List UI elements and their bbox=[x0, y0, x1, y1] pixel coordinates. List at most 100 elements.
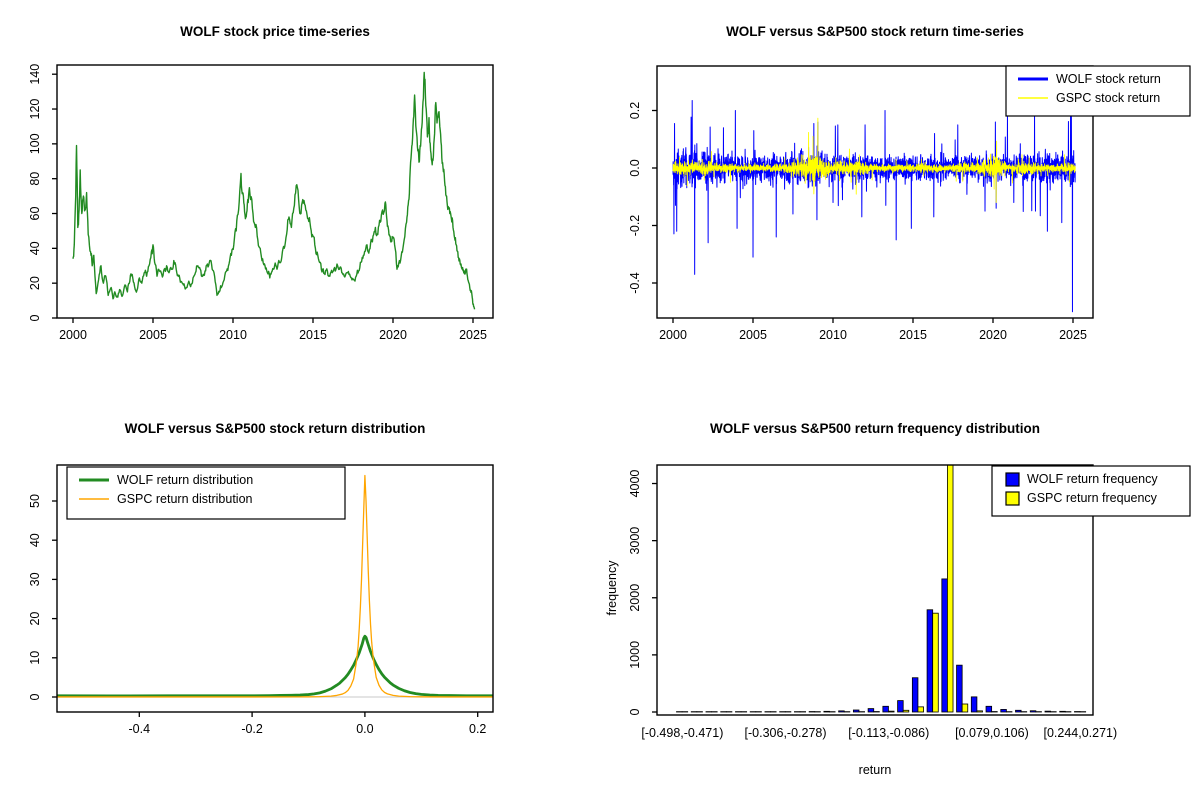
plot-box bbox=[56, 464, 494, 713]
x-tick-label: 2010 bbox=[819, 328, 847, 342]
legend-returns bbox=[1005, 65, 1191, 117]
gspc-frequency-bar bbox=[961, 703, 969, 713]
y-tick-label: 20 bbox=[28, 276, 42, 290]
bin-tick-label: [0.079,0.106) bbox=[955, 726, 1029, 740]
x-tick-label: 2015 bbox=[299, 328, 327, 342]
x-axis-label-return: return bbox=[859, 763, 892, 777]
legend-density bbox=[66, 466, 346, 520]
plot-area-density: -0.4 -0.2 0.0 0.2 0 10 20 30 40 50 WOLF return dis… bbox=[28, 464, 494, 736]
x-tick-label: 2020 bbox=[379, 328, 407, 342]
gspc-frequency-bar bbox=[947, 465, 954, 713]
plot-area-returns: 2000 2005 2010 2015 2020 2025 0.2 0.0 -0.2 -0.4 WO… bbox=[628, 65, 1191, 342]
x-tick-label: 2025 bbox=[459, 328, 487, 342]
y-tick-label: 20 bbox=[28, 612, 42, 626]
y-tick-label: 40 bbox=[28, 241, 42, 255]
wolf-density-curve bbox=[57, 634, 493, 698]
plot-box bbox=[56, 64, 494, 319]
x-tick-label: 0.2 bbox=[469, 722, 486, 736]
wolf-frequency-bar bbox=[852, 709, 860, 713]
wolf-frequency-bar bbox=[1000, 709, 1007, 713]
y-tick-label: 80 bbox=[28, 172, 42, 186]
x-tick-label: 2025 bbox=[1059, 328, 1087, 342]
wolf-frequency-bar bbox=[956, 664, 963, 713]
legend-swatch bbox=[1005, 472, 1020, 487]
gspc-frequency-bar bbox=[902, 709, 910, 713]
plot-box bbox=[656, 65, 1094, 319]
legend-label: GSPC stock return bbox=[1056, 91, 1160, 105]
x-tick-label: 2010 bbox=[219, 328, 247, 342]
wolf-frequency-bar bbox=[1044, 710, 1051, 713]
y-tick-label: 1000 bbox=[628, 641, 642, 669]
legend-label: WOLF return distribution bbox=[117, 473, 253, 487]
x-tick-label: 2015 bbox=[899, 328, 927, 342]
y-tick-label: 120 bbox=[28, 99, 42, 120]
x-tick-label: 2020 bbox=[979, 328, 1007, 342]
histogram-bars bbox=[676, 465, 1087, 713]
wolf-price-series bbox=[72, 71, 476, 310]
y-tick-label: 4000 bbox=[628, 470, 642, 498]
y-tick-label: 140 bbox=[28, 64, 42, 85]
bin-tick-label: [-0.306,-0.278) bbox=[745, 726, 827, 740]
y-tick-label: 3000 bbox=[628, 527, 642, 555]
wolf-frequency-bar bbox=[941, 578, 948, 713]
x-tick-label: 2005 bbox=[739, 328, 767, 342]
y-tick-label: 0.0 bbox=[628, 159, 642, 176]
y-tick-label: 100 bbox=[28, 133, 42, 154]
wolf-return-series bbox=[672, 98, 1076, 313]
gspc-frequency-bar bbox=[888, 710, 895, 713]
legend-histogram bbox=[991, 465, 1191, 517]
y-tick-label: 30 bbox=[28, 572, 42, 586]
gspc-frequency-bar bbox=[932, 612, 939, 713]
y-tick-label: 60 bbox=[28, 207, 42, 221]
panel-return-histogram: WOLF versus S&P500 return frequency dist… bbox=[605, 421, 1191, 777]
panel-return-distribution: WOLF versus S&P500 stock return distribu… bbox=[28, 421, 494, 736]
wolf-frequency-bar bbox=[838, 710, 845, 713]
y-tick-label: -0.4 bbox=[628, 272, 642, 294]
wolf-frequency-bar bbox=[926, 609, 934, 713]
chart-title-price: WOLF stock price time-series bbox=[180, 24, 370, 39]
wolf-frequency-bar bbox=[1029, 710, 1037, 713]
wolf-frequency-bar bbox=[823, 710, 830, 713]
legend-label: GSPC return distribution bbox=[117, 492, 253, 506]
y-tick-label: -0.2 bbox=[628, 215, 642, 237]
y-tick-label: 2000 bbox=[628, 584, 642, 612]
gspc-frequency-bar bbox=[917, 706, 924, 713]
chart-title-histogram: WOLF versus S&P500 return frequency dist… bbox=[710, 421, 1040, 436]
y-tick-label: 0.2 bbox=[628, 102, 642, 119]
x-tick-label: 2000 bbox=[59, 328, 87, 342]
legend-label: GSPC return frequency bbox=[1027, 491, 1158, 505]
x-tick-label: -0.4 bbox=[129, 722, 151, 736]
chart-title-density: WOLF versus S&P500 stock return distribu… bbox=[125, 421, 426, 436]
y-tick-label: 40 bbox=[28, 533, 42, 547]
x-tick-label: 0.0 bbox=[356, 722, 373, 736]
wolf-frequency-bar bbox=[897, 700, 904, 713]
bin-tick-label: [0.244,0.271) bbox=[1044, 726, 1118, 740]
gspc-frequency-bar bbox=[976, 710, 983, 713]
legend-swatch bbox=[1005, 491, 1020, 506]
panel-return-timeseries: WOLF versus S&P500 stock return time-ser… bbox=[628, 24, 1191, 342]
y-tick-label: 0 bbox=[28, 314, 42, 321]
wolf-frequency-bar bbox=[1059, 710, 1066, 713]
legend-label: WOLF stock return bbox=[1056, 72, 1161, 86]
wolf-frequency-bar bbox=[882, 705, 889, 713]
x-tick-label: -0.2 bbox=[241, 722, 263, 736]
y-tick-label: 0 bbox=[28, 693, 42, 700]
gspc-density-curve bbox=[57, 474, 493, 698]
wolf-frequency-bar bbox=[970, 696, 978, 713]
y-tick-label: 0 bbox=[628, 708, 642, 715]
chart-title-returns: WOLF versus S&P500 stock return time-ser… bbox=[726, 24, 1024, 39]
y-tick-label: 50 bbox=[28, 494, 42, 508]
plot-area-price: 2000 2005 2010 2015 2020 2025 0 20 40 60 80 100 120 1… bbox=[28, 64, 494, 342]
wolf-frequency-bar bbox=[985, 705, 993, 713]
plot-area-histogram: [-0.498,-0.471) [-0.306,-0.278) [-0.113,-0… bbox=[628, 464, 1191, 740]
wolf-frequency-bar bbox=[911, 677, 919, 713]
panel-wolf-price: WOLF stock price time-series 2000 2005 201… bbox=[28, 24, 494, 342]
gspc-return-series bbox=[672, 117, 1076, 203]
legend-label: WOLF return frequency bbox=[1027, 472, 1158, 486]
x-tick-label: 2000 bbox=[659, 328, 687, 342]
x-tick-label: 2005 bbox=[139, 328, 167, 342]
y-axis-label-frequency: frequency bbox=[605, 560, 619, 616]
plot-box bbox=[656, 464, 1094, 716]
bin-tick-label: [-0.498,-0.471) bbox=[641, 726, 723, 740]
